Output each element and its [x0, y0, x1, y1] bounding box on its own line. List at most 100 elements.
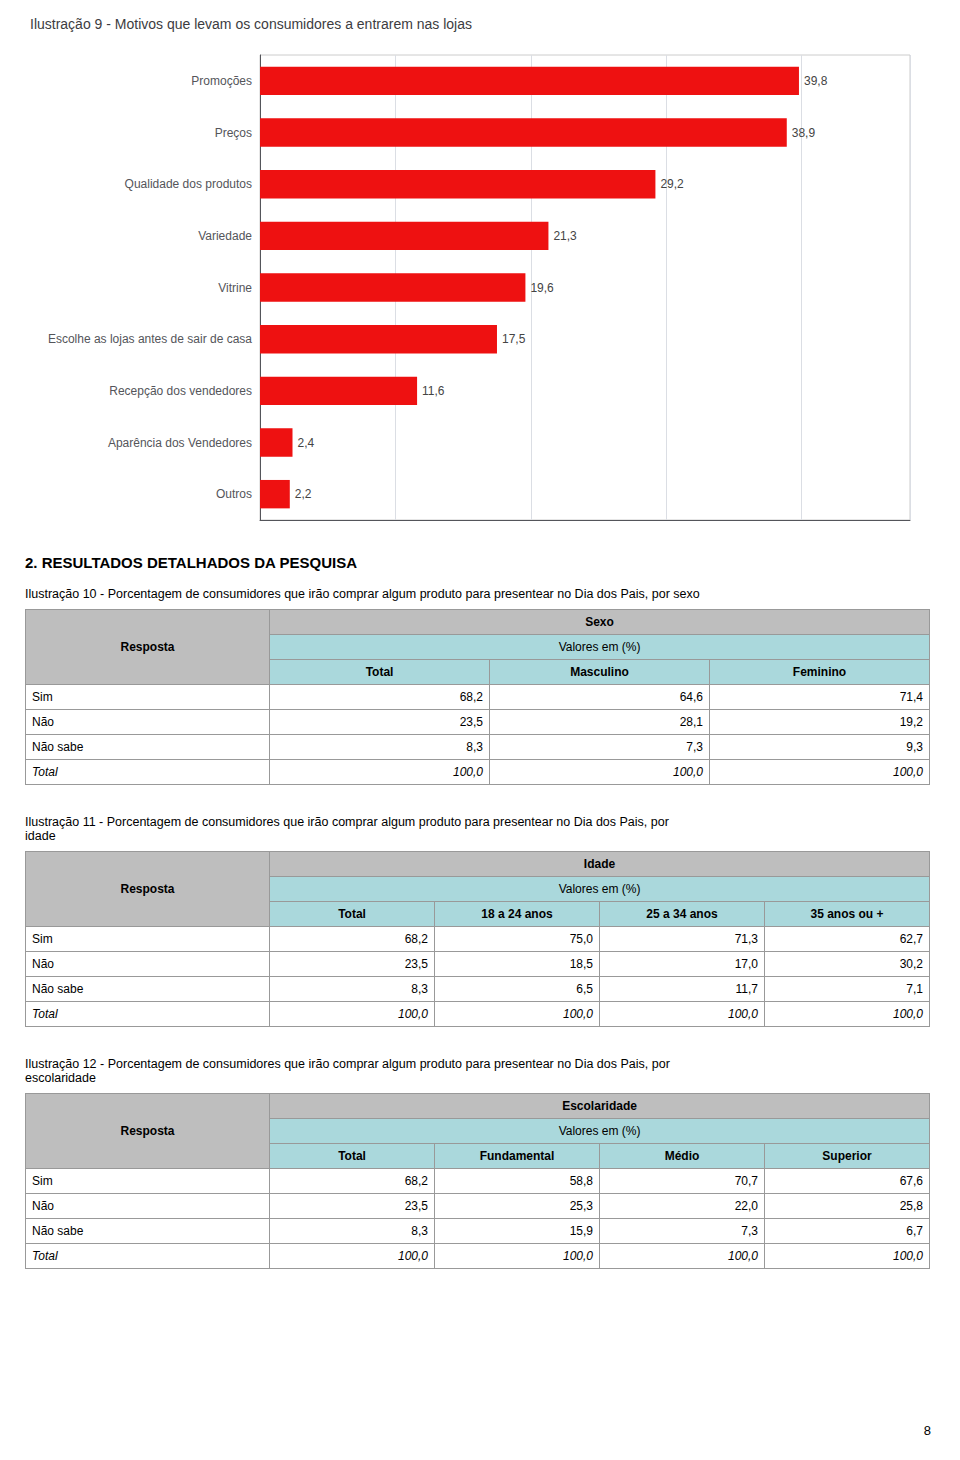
svg-text:39,8: 39,8	[804, 74, 828, 88]
svg-text:29,2: 29,2	[660, 177, 684, 191]
html-text:68,2: 68,2	[404, 932, 428, 946]
html-text:Não: Não	[32, 1199, 54, 1213]
html-text:68,2: 68,2	[459, 690, 483, 704]
html-text:Ilustração 11 - Porcentagem de: Ilustração 11 - Porcentagem de consumido…	[25, 815, 669, 843]
html-text:58,8: 58,8	[569, 1174, 593, 1188]
html-text:Fundamental: Fundamental	[479, 1149, 555, 1163]
html-text:100,0: 100,0	[398, 1249, 428, 1263]
html-text:7,1: 7,1	[906, 982, 923, 996]
html-text:Total: Total	[338, 1149, 366, 1163]
html-text:70,7: 70,7	[734, 1174, 758, 1188]
html-text:23,5: 23,5	[404, 1199, 428, 1213]
html-text:Não: Não	[32, 715, 54, 729]
html-text:23,5: 23,5	[459, 715, 483, 729]
html-text:100,0: 100,0	[563, 1007, 593, 1021]
html-text:62,7: 62,7	[899, 932, 923, 946]
html-text:Não sabe: Não sabe	[32, 1224, 84, 1238]
html-text:Total: Total	[338, 907, 366, 921]
html-text:71,4: 71,4	[899, 690, 923, 704]
html-text:Idade: Idade	[583, 857, 616, 871]
svg-text:Preços: Preços	[215, 126, 252, 140]
svg-text:19,6: 19,6	[530, 281, 554, 295]
svg-text:Ilustração 9 - Motivos que lev: Ilustração 9 - Motivos que levam os cons…	[30, 16, 472, 32]
html-text:28,1: 28,1	[679, 715, 703, 729]
html-text:Feminino: Feminino	[792, 665, 847, 679]
html-text:Resposta: Resposta	[120, 1124, 175, 1138]
html-text:19,2: 19,2	[899, 715, 923, 729]
svg-text:Aparência dos Vendedores: Aparência dos Vendedores	[108, 436, 252, 450]
svg-text:38,9: 38,9	[792, 126, 816, 140]
html-text:68,2: 68,2	[404, 1174, 428, 1188]
svg-text:Qualidade dos produtos: Qualidade dos produtos	[125, 177, 252, 191]
svg-text:21,3: 21,3	[553, 229, 577, 243]
html-text:Superior: Superior	[822, 1149, 872, 1163]
svg-text:2,2: 2,2	[295, 487, 312, 501]
html-text:11,7: 11,7	[735, 982, 758, 996]
html-text:75,0: 75,0	[569, 932, 593, 946]
html-text:Não sabe: Não sabe	[32, 982, 84, 996]
html-text:22,0: 22,0	[734, 1199, 758, 1213]
html-text:Total: Total	[32, 1007, 58, 1021]
html-text:Resposta: Resposta	[120, 640, 175, 654]
html-text:18 a 24 anos: 18 a 24 anos	[481, 907, 553, 921]
html-text:8: 8	[923, 1423, 931, 1438]
html-text:Não sabe: Não sabe	[32, 740, 84, 754]
html-text:100,0: 100,0	[893, 765, 923, 779]
html-text:15,9: 15,9	[569, 1224, 593, 1238]
html-text:Sim: Sim	[32, 1174, 53, 1188]
svg-text:Vitrine: Vitrine	[218, 281, 252, 295]
html-text:Total: Total	[32, 1249, 58, 1263]
html-text:8,3: 8,3	[411, 1224, 428, 1238]
html-text:30,2: 30,2	[899, 957, 923, 971]
html-text:100,0: 100,0	[563, 1249, 593, 1263]
html-text:Não: Não	[32, 957, 54, 971]
html-text:Valores em (%): Valores em (%)	[558, 640, 641, 654]
html-text:2. RESULTADOS DETALHADOS DA PE: 2. RESULTADOS DETALHADOS DA PESQUISA	[25, 554, 357, 571]
svg-text:Promoções: Promoções	[191, 74, 252, 88]
svg-text:11,6: 11,6	[422, 384, 445, 398]
svg-text:17,5: 17,5	[502, 332, 526, 346]
html-text:Total: Total	[365, 665, 394, 679]
html-text:100,0: 100,0	[893, 1249, 923, 1263]
html-text:25,8: 25,8	[899, 1199, 923, 1213]
html-text:8,3: 8,3	[411, 982, 428, 996]
html-text:Médio: Médio	[664, 1149, 700, 1163]
html-text:100,0: 100,0	[893, 1007, 923, 1021]
html-text:Ilustração 10 - Porcentagem de: Ilustração 10 - Porcentagem de consumido…	[25, 587, 700, 601]
html-text:18,5: 18,5	[569, 957, 593, 971]
html-text:Masculino: Masculino	[570, 665, 629, 679]
html-text:Ilustração 12 - Porcentagem de: Ilustração 12 - Porcentagem de consumido…	[25, 1057, 670, 1085]
svg-text:2,4: 2,4	[298, 436, 315, 450]
html-text:Sim: Sim	[32, 690, 53, 704]
svg-text:Recepção dos vendedores: Recepção dos vendedores	[109, 384, 252, 398]
html-text:100,0: 100,0	[398, 1007, 428, 1021]
html-text:25 a 34 anos: 25 a 34 anos	[646, 907, 718, 921]
html-text:7,3: 7,3	[741, 1224, 758, 1238]
html-text:8,3: 8,3	[466, 740, 483, 754]
html-text:6,5: 6,5	[576, 982, 593, 996]
html-text:71,3: 71,3	[734, 932, 758, 946]
html-text:100,0: 100,0	[728, 1249, 758, 1263]
svg-text:Outros: Outros	[216, 487, 252, 501]
html-text:Valores em (%): Valores em (%)	[558, 882, 641, 896]
html-text:100,0: 100,0	[673, 765, 703, 779]
html-text:17,0: 17,0	[734, 957, 758, 971]
html-text:Sim: Sim	[32, 932, 53, 946]
html-text:64,6: 64,6	[679, 690, 703, 704]
html-text:100,0: 100,0	[453, 765, 483, 779]
html-text:6,7: 6,7	[906, 1224, 923, 1238]
html-text:67,6: 67,6	[899, 1174, 923, 1188]
html-text:Total: Total	[32, 765, 58, 779]
html-text:Sexo: Sexo	[585, 615, 614, 629]
svg-text:Escolhe as lojas antes de sair: Escolhe as lojas antes de sair de casa	[48, 332, 252, 346]
html-text:100,0: 100,0	[728, 1007, 758, 1021]
html-text:Valores em (%): Valores em (%)	[558, 1124, 641, 1138]
html-text:25,3: 25,3	[569, 1199, 593, 1213]
html-text:Resposta: Resposta	[120, 882, 175, 896]
svg-text:Variedade: Variedade	[198, 229, 252, 243]
html-text:23,5: 23,5	[404, 957, 428, 971]
html-text:Escolaridade: Escolaridade	[562, 1099, 637, 1113]
html-text:35 anos ou +: 35 anos ou +	[810, 907, 884, 921]
html-text:7,3: 7,3	[686, 740, 703, 754]
html-text:9,3: 9,3	[906, 740, 923, 754]
